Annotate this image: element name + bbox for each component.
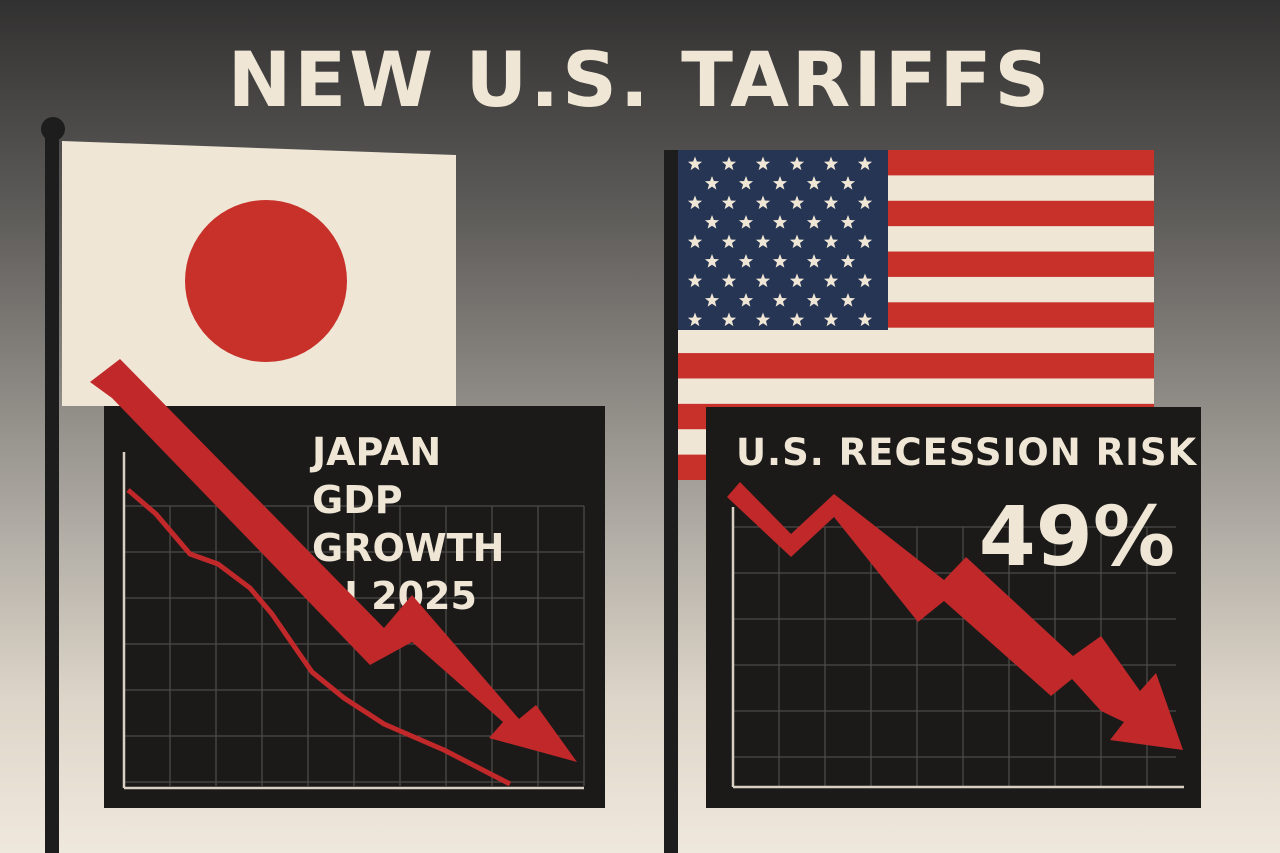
japan-flag-icon bbox=[62, 141, 456, 406]
gdp-growth-label-line: GDP GROWTH bbox=[312, 478, 505, 570]
flagpole-finial bbox=[41, 117, 65, 141]
right-flagpole bbox=[664, 150, 678, 853]
gdp-trend-line bbox=[126, 488, 512, 787]
us-recession-risk-label: U.S. RECESSION RISK bbox=[736, 431, 1198, 474]
japan-gdp-label: JAPAN GDP GROWTH IN 2025 bbox=[312, 428, 605, 620]
down-trend-arrow-icon bbox=[90, 359, 577, 762]
japan-label-line: JAPAN bbox=[312, 430, 442, 474]
down-trend-arrow-icon bbox=[727, 482, 1183, 750]
us-chart-graphic bbox=[731, 507, 1184, 789]
headline: NEW U.S. TARIFFS bbox=[227, 35, 1053, 124]
left-flagpole bbox=[45, 128, 59, 853]
recession-risk-percent: 49% bbox=[978, 490, 1175, 585]
